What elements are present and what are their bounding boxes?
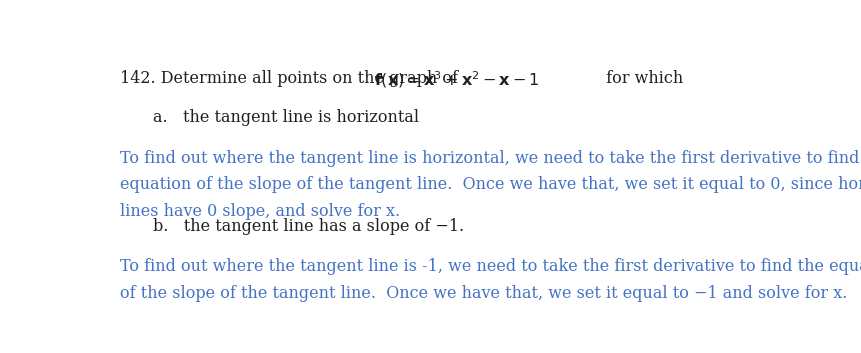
Text: a.   the tangent line is horizontal: a. the tangent line is horizontal xyxy=(153,109,418,126)
Text: lines have 0 slope, and solve for x.: lines have 0 slope, and solve for x. xyxy=(120,203,400,220)
Text: To find out where the tangent line is horizontal, we need to take the first deri: To find out where the tangent line is ho… xyxy=(120,150,861,167)
Text: of the slope of the tangent line.  Once we have that, we set it equal to −1 and : of the slope of the tangent line. Once w… xyxy=(120,285,846,302)
Text: b.   the tangent line has a slope of −1.: b. the tangent line has a slope of −1. xyxy=(153,218,464,235)
Text: To find out where the tangent line is -1, we need to take the first derivative t: To find out where the tangent line is -1… xyxy=(120,258,861,275)
Text: 142. Determine all points on the graph of: 142. Determine all points on the graph o… xyxy=(120,70,462,86)
Text: equation of the slope of the tangent line.  Once we have that, we set it equal t: equation of the slope of the tangent lin… xyxy=(120,176,861,193)
Text: $\mathit{\mathbf{f}}(\mathit{\mathbf{x}}) = \mathit{\mathbf{x}}^3 + \mathit{\mat: $\mathit{\mathbf{f}}(\mathit{\mathbf{x}}… xyxy=(373,70,538,90)
Text: for which: for which xyxy=(600,70,682,86)
